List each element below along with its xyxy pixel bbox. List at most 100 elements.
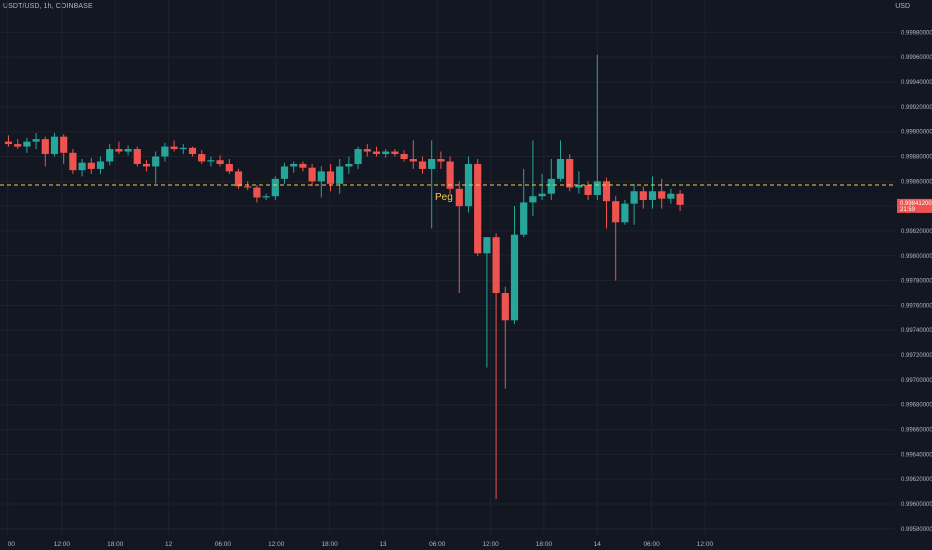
candle [216, 155, 224, 167]
candle [23, 137, 31, 153]
candle [372, 146, 381, 157]
candle-body [262, 196, 270, 198]
x-tick-label: 12:00 [54, 541, 71, 548]
candle-body [446, 161, 454, 189]
candle [510, 206, 519, 325]
candle-body [161, 146, 169, 157]
y-tick-label: 0.99660000 [901, 428, 932, 434]
candle [492, 233, 500, 500]
candle [170, 140, 178, 152]
y-tick-label: 0.99820000 [901, 229, 932, 235]
candle [280, 162, 289, 184]
candle-body [299, 163, 307, 168]
candle [464, 156, 473, 213]
candle [152, 151, 160, 184]
candle-body [556, 158, 565, 179]
candle [602, 177, 611, 229]
candle-body [280, 166, 289, 179]
x-tick-label: 14 [594, 541, 602, 548]
candle-body [418, 161, 427, 169]
price-axis[interactable]: 0.99980000 0.99960000 0.99940000 0.99920000… [901, 30, 932, 532]
candle-body [133, 149, 141, 164]
candle-body [437, 158, 445, 162]
candle-body [667, 193, 675, 199]
candle-body [510, 234, 519, 321]
candle-body [612, 201, 620, 223]
candle [188, 146, 197, 157]
candle [566, 154, 574, 192]
candle-body [621, 203, 629, 223]
candle [161, 142, 169, 162]
x-tick-label: 12:00 [482, 541, 499, 548]
candle-body [676, 193, 684, 205]
candle [520, 168, 528, 238]
candle [428, 140, 436, 229]
candle [676, 190, 684, 212]
candle-body [593, 181, 601, 195]
candle-body [32, 139, 40, 142]
candle-body [658, 191, 666, 199]
candle-body [566, 158, 574, 188]
candle [437, 151, 445, 169]
candle [326, 163, 335, 192]
candle-body [225, 163, 233, 172]
candle [409, 140, 417, 169]
candle [253, 185, 261, 203]
y-tick-label: 0.99760000 [901, 303, 932, 309]
x-tick-label: 13 [379, 541, 387, 548]
candle [299, 161, 307, 172]
candle-body [142, 163, 151, 167]
candle [290, 161, 298, 173]
x-tick-label: 12:00 [697, 541, 714, 548]
candle-body [529, 196, 537, 203]
candle-body [464, 163, 473, 207]
chart-title: USDT/USD, 1h, COINBASE [3, 3, 93, 10]
candle-body [152, 156, 160, 167]
candle-body [409, 158, 417, 162]
candle [207, 156, 215, 167]
candle [60, 134, 68, 164]
candle [501, 286, 509, 389]
candle-body [363, 149, 371, 152]
candle [556, 140, 565, 182]
x-tick-label: 06:00 [215, 541, 232, 548]
candle [547, 158, 555, 200]
y-tick-label: 0.99980000 [901, 30, 932, 36]
candle [41, 136, 49, 167]
last-price-value: 0.99841200 [900, 201, 932, 207]
candle [308, 163, 316, 187]
candle [630, 183, 638, 225]
candle-body [87, 162, 95, 169]
candle-body [547, 178, 555, 194]
candle-body [326, 171, 335, 184]
candle-body [648, 191, 657, 200]
y-tick-label: 0.99600000 [901, 502, 932, 508]
candle-body [198, 154, 206, 162]
candle-body [400, 154, 408, 159]
y-tick-label: 0.99800000 [901, 254, 932, 260]
x-tick-label: 18:00 [536, 541, 553, 548]
candle-body [336, 166, 344, 184]
candle-body [317, 171, 325, 182]
candle [14, 139, 22, 150]
candle [391, 149, 399, 157]
y-tick-label: 0.99740000 [901, 328, 932, 334]
candle [418, 156, 427, 174]
candle-body [630, 191, 638, 204]
candle [106, 144, 114, 166]
candle [198, 150, 206, 164]
time-axis[interactable]: 00 12:00 18:00 12 06:00 12:00 18:00 13 06:00 12:0… [8, 541, 714, 548]
candle [621, 199, 629, 225]
candle-body [354, 149, 362, 164]
candle-body [372, 151, 381, 155]
candle-body [290, 163, 298, 167]
candle-body [69, 152, 77, 171]
candle [354, 146, 362, 169]
candle [593, 54, 601, 200]
y-tick-label: 0.99920000 [901, 105, 932, 111]
peg-layer: Peg [0, 184, 895, 203]
y-tick-label: 0.99640000 [901, 452, 932, 458]
candle [124, 145, 132, 156]
